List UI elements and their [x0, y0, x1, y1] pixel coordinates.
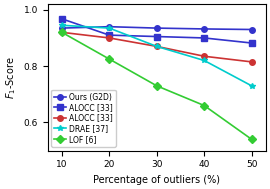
LOF [6]: [60, 31, 63, 33]
ALOCC [33]: [60, 31, 63, 33]
ALOCC [33]: [108, 34, 111, 36]
ALOCC [33]: [60, 18, 63, 20]
LOF [6]: [202, 104, 206, 107]
Line: LOF [6]: LOF [6]: [59, 29, 254, 142]
Ours (G2D): [155, 27, 158, 29]
ALOCC [33]: [202, 55, 206, 57]
Legend: Ours (G2D), ALOCC [33], ALOCC [33], DRAE [37], LOF [6]: Ours (G2D), ALOCC [33], ALOCC [33], DRAE…: [52, 90, 116, 147]
Line: ALOCC [33]: ALOCC [33]: [59, 16, 254, 46]
Ours (G2D): [60, 27, 63, 29]
DRAE [37]: [202, 59, 206, 62]
X-axis label: Percentage of outliers (%): Percentage of outliers (%): [93, 175, 220, 185]
DRAE [37]: [108, 27, 111, 29]
DRAE [37]: [250, 85, 253, 87]
Line: ALOCC [33]: ALOCC [33]: [59, 29, 254, 65]
LOF [6]: [155, 85, 158, 87]
LOF [6]: [250, 138, 253, 140]
ALOCC [33]: [155, 45, 158, 47]
Line: Ours (G2D): Ours (G2D): [59, 24, 254, 32]
Line: DRAE [37]: DRAE [37]: [59, 22, 254, 89]
DRAE [37]: [60, 24, 63, 26]
Ours (G2D): [250, 28, 253, 31]
ALOCC [33]: [155, 35, 158, 38]
LOF [6]: [108, 58, 111, 60]
Ours (G2D): [108, 26, 111, 28]
Ours (G2D): [202, 28, 206, 30]
ALOCC [33]: [202, 37, 206, 39]
ALOCC [33]: [108, 37, 111, 39]
ALOCC [33]: [250, 61, 253, 63]
ALOCC [33]: [250, 42, 253, 44]
Y-axis label: $F_1$-Score: $F_1$-Score: [4, 56, 18, 99]
DRAE [37]: [155, 45, 158, 47]
